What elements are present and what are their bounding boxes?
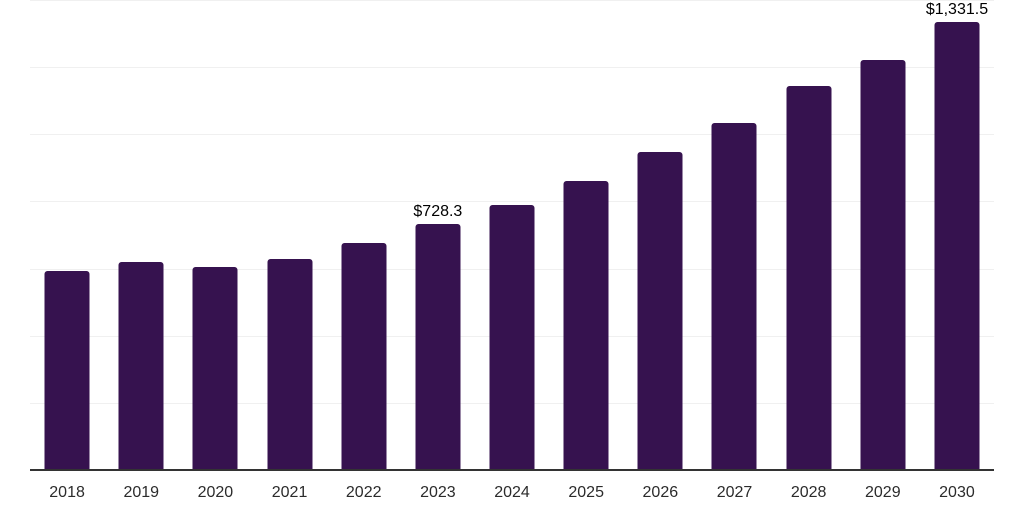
x-axis-label-2030: 2030 (939, 484, 975, 501)
x-axis-label-2022: 2022 (345, 484, 382, 501)
bar-2027 (711, 123, 757, 469)
bar-column-2021 (252, 0, 326, 469)
bar-column-2025 (549, 0, 623, 469)
bar-column-2022 (327, 0, 401, 469)
x-axis-labels: 2018 2019 2020 2021 2022 2023 2024 2025 2026 2027… (30, 471, 994, 512)
bar-2030 (934, 22, 980, 469)
x-axis-label-2026: 2026 (642, 484, 679, 501)
gridline-1000 (30, 134, 994, 135)
x-axis-label-2018: 2018 (49, 484, 85, 501)
gridline-1400 (30, 0, 994, 1)
bar-2024 (489, 205, 535, 469)
bar-column-2027 (697, 0, 771, 469)
bar-2019 (118, 262, 164, 469)
bar-2021 (267, 259, 313, 469)
bar-value-label-2023: $728.3 (413, 203, 463, 220)
bar-column-2019 (104, 0, 178, 469)
bar-2028 (786, 86, 832, 469)
x-axis-label-2027: 2027 (716, 484, 753, 501)
bar-column-2026 (623, 0, 697, 469)
bar-2020 (192, 267, 238, 469)
bar-value-label-2030: $1,331.5 (925, 1, 989, 18)
x-axis-label-2025: 2025 (568, 484, 604, 501)
bar-2026 (637, 152, 683, 469)
bars-container: $728.3 $1,331.5 (30, 0, 994, 469)
x-axis-label-2029: 2029 (865, 484, 901, 501)
bar-column-2028 (772, 0, 846, 469)
bar-2018 (44, 271, 90, 469)
bar-column-2030: $1,331.5 (920, 0, 994, 469)
gridline-800 (30, 201, 994, 202)
gridline-1200 (30, 67, 994, 68)
x-axis-label-2020: 2020 (197, 484, 234, 501)
bar-2022 (341, 243, 387, 469)
bar-column-2024 (475, 0, 549, 469)
x-axis-label-2019: 2019 (123, 484, 160, 501)
plot-area: $728.3 $1,331.5 (30, 0, 994, 471)
x-axis-label-2023: 2023 (420, 484, 456, 501)
x-axis-label-2021: 2021 (271, 484, 308, 501)
x-axis-label-2024: 2024 (494, 484, 530, 501)
bar-column-2029 (846, 0, 920, 469)
x-axis-label-2028: 2028 (790, 484, 827, 501)
bar-column-2020 (178, 0, 252, 469)
bar-column-2018 (30, 0, 104, 469)
bar-2023 (415, 224, 461, 469)
bar-column-2023: $728.3 (401, 0, 475, 469)
bar-2025 (563, 181, 609, 469)
bar-2029 (860, 60, 906, 469)
